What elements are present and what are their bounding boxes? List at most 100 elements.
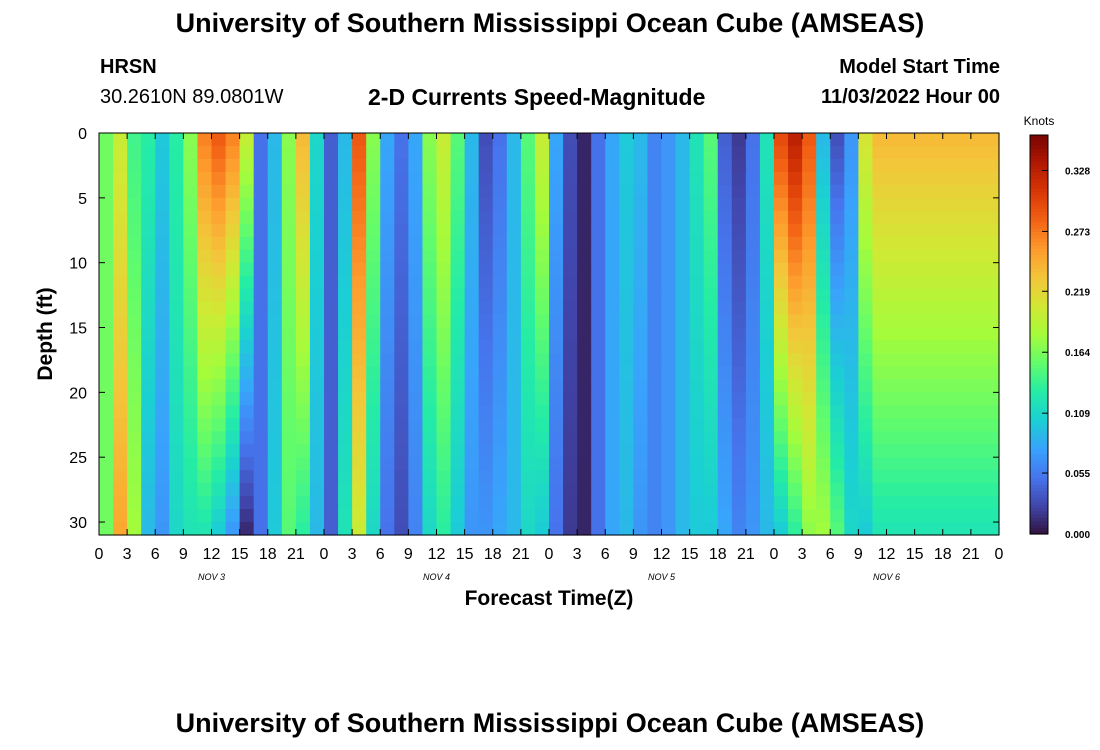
- heatmap-cell: [577, 509, 592, 523]
- heatmap-cell: [816, 236, 831, 251]
- heatmap-cell: [731, 405, 747, 419]
- heatmap-cell: [464, 483, 480, 497]
- colorbar-segment: [1030, 144, 1048, 149]
- heatmap-cell: [802, 405, 817, 419]
- heatmap-cell: [450, 262, 466, 277]
- heatmap-cell: [225, 197, 241, 212]
- heatmap-cell: [577, 379, 592, 393]
- heatmap-cell: [675, 210, 691, 225]
- heatmap-cell: [478, 405, 494, 419]
- heatmap-cell: [633, 262, 649, 277]
- heatmap-cell: [520, 275, 536, 290]
- heatmap-cell: [281, 184, 297, 199]
- x-tick-label: 9: [179, 546, 188, 563]
- heatmap-cell: [436, 340, 452, 355]
- heatmap-cell: [183, 171, 199, 186]
- heatmap-cell: [211, 340, 227, 355]
- heatmap-cell: [155, 353, 170, 368]
- heatmap-cell: [745, 366, 761, 380]
- heatmap-cell: [155, 431, 170, 445]
- heatmap-cell: [464, 262, 480, 277]
- heatmap-cell: [352, 405, 367, 419]
- heatmap-cell: [675, 301, 691, 316]
- heatmap-cell: [169, 522, 184, 536]
- heatmap-cell: [253, 457, 269, 471]
- heatmap-cell: [253, 379, 269, 393]
- colorbar-tick-label: 0.109: [1065, 409, 1090, 420]
- heatmap-cell: [591, 262, 606, 277]
- heatmap-cell: [450, 197, 466, 212]
- heatmap-cell: [422, 236, 438, 251]
- heatmap-cell: [689, 470, 705, 484]
- colorbar-segment: [1030, 201, 1048, 206]
- heatmap-cell: [577, 483, 592, 497]
- heatmap-cell: [281, 236, 297, 251]
- heatmap-cell: [647, 301, 663, 316]
- colorbar-segment: [1030, 148, 1048, 153]
- heatmap-cell: [689, 133, 705, 147]
- heatmap-cell: [155, 236, 170, 251]
- heatmap-cell: [788, 197, 803, 212]
- heatmap-cell: [155, 522, 170, 536]
- heatmap-cell: [141, 509, 156, 523]
- heatmap-cell: [633, 392, 649, 406]
- heatmap-cell: [99, 314, 114, 329]
- heatmap-cell: [661, 405, 677, 419]
- heatmap-cell: [422, 392, 438, 406]
- heatmap-cell: [408, 314, 424, 329]
- heatmap-cell: [816, 145, 831, 160]
- colorbar-segment: [1030, 467, 1048, 472]
- heatmap-cell: [408, 275, 424, 290]
- heatmap-cell: [253, 275, 269, 290]
- heatmap-cell: [352, 184, 367, 199]
- heatmap-cell: [295, 379, 311, 393]
- heatmap-cell: [380, 133, 395, 147]
- heatmap-cell: [549, 171, 564, 186]
- heatmap-cell: [366, 353, 381, 368]
- heatmap-cell: [689, 171, 705, 186]
- heatmap-cell: [633, 133, 649, 147]
- heatmap-cell: [816, 470, 831, 484]
- heatmap-cell: [703, 223, 719, 238]
- heatmap-cell: [591, 236, 606, 251]
- heatmap-cell: [731, 366, 747, 380]
- heatmap-cell: [380, 262, 395, 277]
- heatmap-cell: [520, 288, 536, 303]
- heatmap-cell: [830, 353, 845, 368]
- heatmap-cell: [563, 236, 578, 251]
- heatmap-cell: [352, 366, 367, 380]
- heatmap-cell: [352, 223, 367, 238]
- heatmap-cell: [211, 223, 227, 238]
- heatmap-cell: [563, 418, 578, 432]
- heatmap-cell: [858, 496, 874, 510]
- heatmap-cell: [394, 379, 409, 393]
- x-tick-label: 9: [854, 546, 863, 563]
- heatmap-cell: [267, 366, 283, 380]
- heatmap-cell: [788, 275, 803, 290]
- heatmap-cell: [239, 366, 255, 380]
- heatmap-cell: [788, 301, 803, 316]
- heatmap-cell: [478, 353, 494, 368]
- heatmap-cell: [675, 496, 691, 510]
- heatmap-cell: [408, 197, 424, 212]
- heatmap-cell: [239, 379, 255, 393]
- heatmap-cell: [858, 418, 874, 432]
- heatmap-cell: [211, 392, 227, 406]
- heatmap-cell: [352, 509, 367, 523]
- heatmap-cell: [380, 418, 395, 432]
- colorbar-segment: [1030, 141, 1048, 146]
- heatmap-cell: [478, 366, 494, 380]
- heatmap-cell: [281, 496, 297, 510]
- heatmap-cell: [717, 314, 733, 329]
- heatmap-cell: [309, 444, 325, 458]
- heatmap-cell: [675, 275, 691, 290]
- heatmap-cell: [169, 418, 184, 432]
- heatmap-cell: [759, 197, 775, 212]
- x-tick-label: 18: [709, 546, 727, 563]
- heatmap-cell: [549, 444, 564, 458]
- heatmap-cell: [478, 392, 494, 406]
- heatmap-cell: [324, 223, 339, 238]
- heatmap-cell: [647, 210, 663, 225]
- heatmap-cell: [338, 366, 353, 380]
- heatmap-cell: [858, 327, 874, 342]
